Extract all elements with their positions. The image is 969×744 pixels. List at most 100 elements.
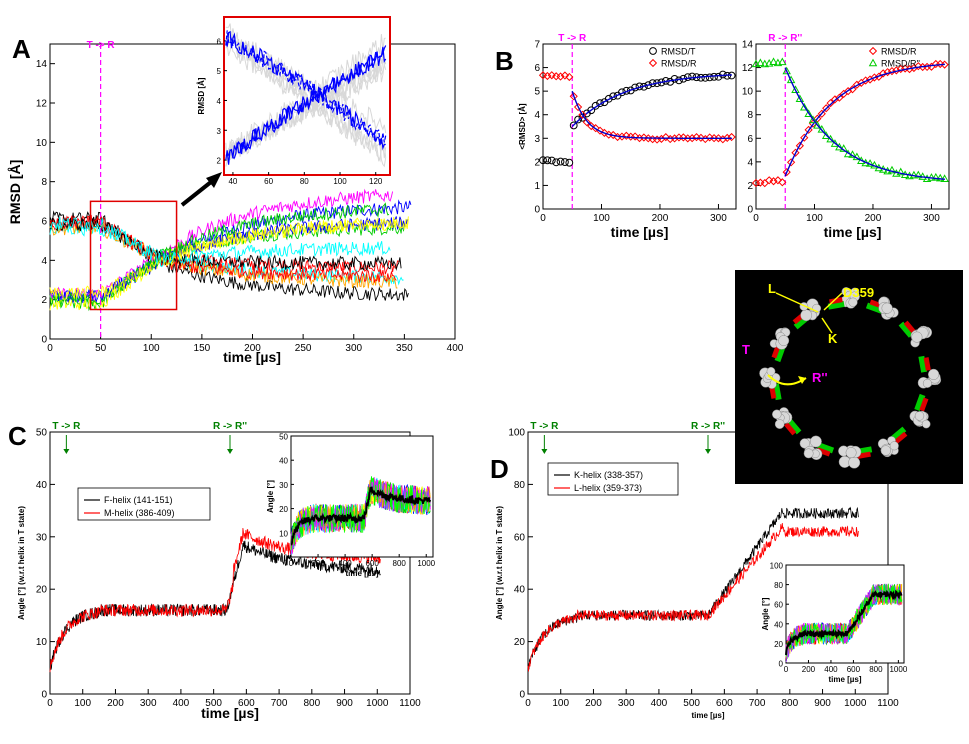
rmsd-trajectory: [49, 216, 402, 272]
data-point: [931, 172, 941, 181]
data-point: [683, 73, 692, 82]
x-tick-label: 600: [847, 665, 861, 674]
y-tick-label: 30: [279, 481, 288, 490]
y-tick-label: 12: [36, 99, 48, 110]
y-tick-label: 40: [514, 585, 526, 596]
legend-entry: F-helix (141-151): [104, 495, 173, 505]
data-point: [578, 110, 587, 119]
data-point: [688, 72, 697, 81]
inset-trajectory: [785, 583, 903, 657]
x-axis-label: time [µs]: [824, 224, 882, 240]
y-tick-label: 2: [217, 157, 222, 166]
event-label: R -> R'': [213, 421, 247, 432]
x-tick-label: 1000: [889, 665, 907, 674]
data-point: [756, 58, 765, 67]
y-tick-label: 60: [514, 532, 526, 543]
x-tick-label: 400: [338, 559, 352, 568]
y-tick-label: 20: [279, 505, 288, 514]
data-point: [727, 132, 736, 142]
y-tick-label: 0: [779, 660, 784, 669]
x-tick-label: 700: [749, 698, 766, 709]
data-point: [868, 58, 878, 67]
data-point: [868, 46, 878, 56]
y-tick-label: 1: [534, 181, 540, 192]
y-tick-label: 4: [41, 256, 47, 267]
legend-entry: RMSD/R'': [881, 59, 920, 69]
x-tick-label: 300: [923, 213, 940, 224]
panel-a-inset-chart: 40 60 80 100 120 2 3 4 5 6 RMSD [Å]: [197, 16, 391, 186]
data-point: [587, 106, 596, 115]
data-point: [635, 133, 644, 143]
y-tick-label: 4: [217, 97, 222, 106]
plot-area: [542, 43, 737, 210]
data-point: [821, 131, 831, 139]
y-tick-label: 40: [279, 457, 288, 466]
y-tick-label: 80: [514, 480, 526, 491]
data-point: [813, 121, 822, 129]
x-tick-label: 300: [710, 213, 727, 224]
data-point: [791, 85, 800, 94]
x-tick-label: 200: [865, 213, 882, 224]
data-point: [631, 132, 640, 141]
data-point: [826, 134, 835, 143]
data-point: [714, 134, 723, 143]
helix-angle-trajectory: [527, 506, 859, 671]
label-t-state: T: [742, 342, 750, 357]
panel-label-c: C: [8, 421, 27, 451]
data-point: [617, 132, 627, 141]
x-tick-label: 300: [345, 343, 362, 354]
y-tick-label: 3: [534, 134, 540, 145]
y-tick-label: 50: [279, 433, 288, 442]
data-point: [582, 118, 591, 127]
legend-entry: K-helix (338-357): [574, 470, 643, 480]
data-point: [940, 60, 949, 69]
y-tick-label: 0: [534, 205, 540, 216]
protein-structure-image: L D359 T K R'': [735, 270, 963, 484]
inset-highlight-rising: [225, 46, 387, 165]
data-point: [587, 122, 596, 131]
x-tick-label: 800: [303, 698, 320, 709]
event-arrowhead: [541, 449, 548, 454]
data-point: [861, 76, 870, 85]
data-point: [556, 157, 565, 166]
y-tick-label: 14: [742, 40, 754, 51]
x-axis-label: time [µs]: [223, 349, 281, 365]
data-point: [723, 133, 732, 143]
event-label: R -> R'': [691, 421, 725, 432]
x-tick-label: 1000: [417, 559, 435, 568]
x-tick-label: 50: [95, 343, 107, 354]
x-tick-label: 200: [244, 343, 261, 354]
x-tick-label: 300: [618, 698, 635, 709]
y-tick-label: 0: [41, 335, 47, 346]
x-tick-label: 1000: [844, 698, 867, 709]
data-point: [560, 71, 570, 80]
inset-background-trajectory: [225, 53, 387, 167]
y-tick-label: 0: [519, 690, 525, 701]
x-tick-label: 1100: [399, 698, 421, 709]
event-arrowhead: [63, 449, 70, 454]
inset-background-trajectory: [225, 23, 387, 152]
exponential-fit: [784, 63, 945, 177]
x-tick-label: 100: [74, 698, 91, 709]
x-tick-label: 200: [107, 698, 124, 709]
x-tick-label: 700: [271, 698, 288, 709]
y-tick-label: 6: [747, 134, 753, 145]
y-tick-label: 0: [747, 205, 753, 216]
plot-area: [755, 43, 950, 210]
y-tick-label: 12: [742, 63, 754, 74]
data-point: [644, 134, 653, 143]
data-point: [848, 85, 857, 94]
data-point: [778, 57, 787, 66]
plot-area: [785, 564, 905, 664]
data-point: [817, 109, 826, 118]
data-point: [661, 133, 670, 142]
x-tick-label: 100: [806, 213, 823, 224]
y-tick-label: 20: [514, 637, 526, 648]
x-tick-label: 100: [593, 213, 610, 224]
inset-y-axis-label: RMSD [Å]: [197, 77, 206, 114]
x-tick-label: 600: [238, 698, 255, 709]
data-point: [760, 59, 770, 68]
data-point: [679, 133, 688, 142]
rmsd-trajectory: [49, 220, 398, 289]
